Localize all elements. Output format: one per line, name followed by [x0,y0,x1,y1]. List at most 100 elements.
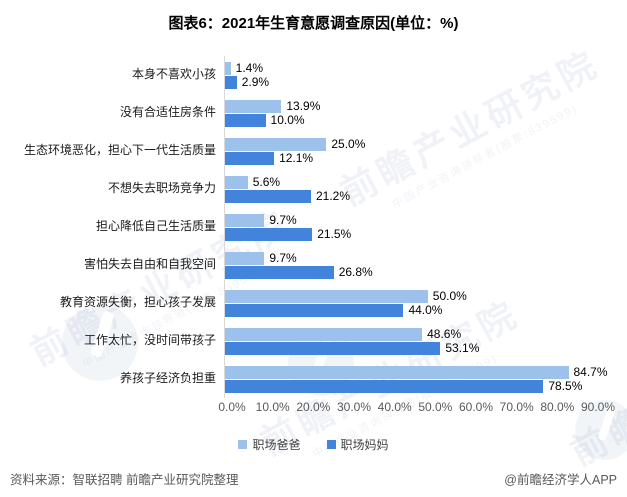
footer: 资料来源：智联招聘 前瞻产业研究院整理 @前瞻经济学人APP [10,469,617,488]
bar-series-0 [225,99,282,113]
value-label: 48.6% [427,327,462,341]
value-label: 9.7% [269,213,297,227]
chart-row: 不想失去职场竞争力 5.6% 21.2% [0,170,598,208]
footer-credit: @前瞻经济学人APP [504,473,617,487]
value-label: 50.0% [432,289,467,303]
x-axis-tick: 80.0% [540,400,575,414]
value-label: 84.7% [573,365,608,379]
value-label: 25.0% [331,137,366,151]
x-axis-tick: 30.0% [336,400,372,414]
category-label: 本身不喜欢小孩 [131,67,216,82]
bar-line: 26.8% [225,265,590,279]
bar-series-1 [225,189,311,203]
legend-item-series-0: 职场爸爸 [238,436,301,453]
bar-group: 48.6% 53.1% [224,322,590,360]
bar-line: 5.6% [225,175,590,189]
chart-row: 养孩子经济负担重 84.7% 78.5% [0,360,608,398]
bar-group: 9.7% 21.5% [224,208,590,246]
legend-item-series-1: 职场妈妈 [326,436,389,453]
chart-row: 没有合适住房条件 13.9% 10.0% [0,94,598,132]
bar-line: 48.6% [225,327,590,341]
bar-group: 9.7% 26.8% [224,246,590,284]
bar-series-0 [225,213,265,227]
category-label: 养孩子经济负担重 [119,371,216,386]
value-label: 5.6% [252,175,281,189]
x-axis-tick: 60.0% [458,400,494,414]
legend-label: 职场妈妈 [340,438,389,452]
category-label: 害怕失去自由和自我空间 [83,257,216,272]
chart-row: 害怕失去自由和自我空间 9.7% 26.8% [0,246,598,284]
bar-series-1 [225,303,404,317]
bar-group: 13.9% 10.0% [224,94,590,132]
bar-line: 12.1% [225,151,590,165]
chart-row: 工作太忙，没时间带孩子 48.6% 53.1% [0,322,598,360]
chart-row: 担心降低自己生活质量 9.7% 21.5% [0,208,598,246]
bar-series-1 [225,151,275,165]
legend: 职场爸爸 职场妈妈 [0,436,627,453]
x-axis: 0.0% 10.0% 20.0% 30.0% 40.0% 50.0% 60.0% 70.0% 8… [218,400,615,416]
x-axis-tick: 70.0% [499,400,534,414]
bar-group: 84.7% 78.5% [224,360,608,398]
value-label: 10.0% [270,113,305,127]
bar-group: 5.6% 21.2% [224,170,590,208]
bar-series-1 [225,379,544,393]
bar-series-1 [225,75,237,89]
value-label: 9.7% [269,251,297,265]
category-label: 不想失去职场竞争力 [107,181,216,196]
bar-line: 21.5% [225,227,590,241]
value-label: 13.9% [286,99,321,113]
bar-line: 25.0% [225,137,590,151]
bar-line: 2.9% [225,75,590,89]
value-label: 21.5% [317,227,352,241]
value-label: 53.1% [445,341,480,355]
bar-line: 84.7% [225,365,608,379]
value-label: 1.4% [235,61,264,75]
bar-line: 10.0% [225,113,590,127]
chart-row: 本身不喜欢小孩 1.4% 2.9% [0,56,598,94]
value-label: 21.2% [315,189,350,203]
legend-swatch-icon [238,440,248,449]
bar-group: 50.0% 44.0% [224,284,590,322]
chart-row: 教育资源失衡，担心孩子发展 50.0% 44.0% [0,284,598,322]
value-label: 26.8% [338,265,373,279]
bar-line: 21.2% [225,189,590,203]
bar-series-0 [225,61,231,75]
x-axis-tick: 90.0% [580,400,616,414]
bar-series-1 [225,341,441,355]
value-label: 44.0% [408,303,443,317]
category-label: 生态环境恶化，担心下一代生活质量 [23,143,216,158]
x-axis-tick: 40.0% [377,400,412,414]
bar-series-0 [225,137,327,151]
value-label: 78.5% [548,379,583,393]
bar-series-1 [225,265,334,279]
bar-series-0 [225,251,265,265]
x-axis-tick: 0.0% [218,400,246,414]
bar-line: 53.1% [225,341,590,355]
bar-line: 13.9% [225,99,590,113]
bar-series-1 [225,227,313,241]
legend-swatch-icon [326,440,336,449]
bar-series-0 [225,175,248,189]
x-axis-tick: 50.0% [418,400,453,414]
plot-area: 本身不喜欢小孩 1.4% 2.9% 没有合适住房条件 13.9% 10.0% 生态环境恶化，… [0,56,608,398]
bar-line: 78.5% [225,379,590,393]
category-label: 没有合适住房条件 [119,105,216,120]
category-label: 教育资源失衡，担心孩子发展 [59,295,216,310]
bar-line: 1.4% [225,61,590,75]
x-axis-tick: 20.0% [296,400,331,414]
footer-source: 资料来源：智联招聘 前瞻产业研究院整理 [10,473,239,487]
value-label: 12.1% [279,151,314,165]
bar-group: 1.4% 2.9% [224,56,590,94]
chart-row: 生态环境恶化，担心下一代生活质量 25.0% 12.1% [0,132,598,170]
bar-line: 50.0% [225,289,590,303]
bar-series-0 [225,327,423,341]
value-label: 2.9% [241,75,270,89]
x-axis-tick: 10.0% [255,400,290,414]
page-title: 图表6：2021年生育意愿调查原因(单位：%) [168,15,459,32]
bar-series-0 [225,289,428,303]
legend-label: 职场爸爸 [252,438,301,452]
bar-series-1 [225,113,266,127]
category-label: 担心降低自己生活质量 [95,219,216,234]
bar-group: 25.0% 12.1% [224,132,590,170]
